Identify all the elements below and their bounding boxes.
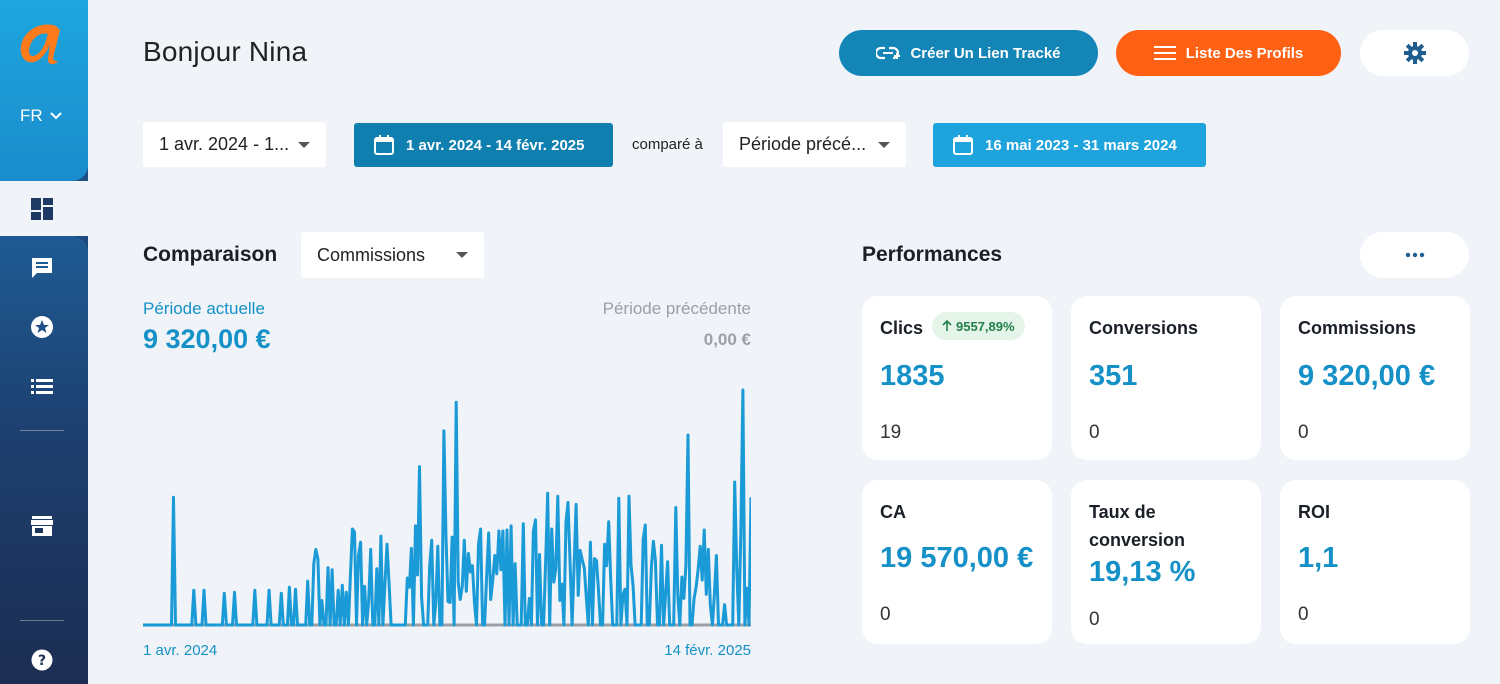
profiles-list-button[interactable]: Liste Des Profils bbox=[1116, 30, 1341, 76]
compare-period-select[interactable]: Période précé... bbox=[723, 122, 906, 167]
card-previous-value: 0 bbox=[880, 604, 891, 625]
caret-down-icon bbox=[878, 142, 890, 148]
sidebar-nav bbox=[0, 236, 88, 684]
card-previous-value: 0 bbox=[1089, 422, 1100, 443]
calendar-icon bbox=[374, 135, 394, 155]
chevron-down-icon bbox=[49, 112, 62, 120]
metric-select-value: Commissions bbox=[317, 244, 426, 265]
current-period-label: Période actuelle bbox=[143, 299, 265, 318]
x-axis-end-label: 14 févr. 2025 bbox=[664, 642, 751, 659]
compare-label: comparé à bbox=[632, 136, 703, 153]
card-previous-value: 0 bbox=[1089, 609, 1100, 630]
current-date-range-label: 1 avr. 2024 - 14 févr. 2025 bbox=[406, 136, 585, 154]
language-label: FR bbox=[20, 106, 43, 125]
comparison-line-chart bbox=[143, 388, 751, 627]
previous-period-label: Période précédente bbox=[602, 299, 751, 318]
caret-down-icon bbox=[456, 252, 468, 258]
gear-icon bbox=[1403, 42, 1426, 64]
card-value: 351 bbox=[1089, 360, 1138, 392]
card-title: Clics bbox=[880, 318, 924, 338]
caret-down-icon bbox=[298, 142, 310, 148]
metric-card-revenue: CA 19 570,00 € 0 bbox=[862, 480, 1052, 644]
period-select-value: 1 avr. 2024 - 1... bbox=[159, 134, 290, 154]
sidebar-divider bbox=[20, 430, 64, 431]
metric-card-clicks: Clics 9557,89% 1835 19 bbox=[862, 296, 1052, 460]
star-icon[interactable] bbox=[29, 314, 55, 340]
card-value: 1835 bbox=[880, 360, 945, 392]
menu-icon bbox=[1153, 46, 1176, 60]
card-title: ROI bbox=[1298, 502, 1331, 522]
language-selector[interactable]: FR bbox=[20, 106, 63, 126]
calendar-icon bbox=[953, 135, 973, 155]
growth-badge: 9557,89% bbox=[932, 312, 1025, 340]
metric-card-roi: ROI 1,1 0 bbox=[1280, 480, 1470, 644]
app-logo[interactable] bbox=[16, 20, 68, 68]
card-previous-value: 0 bbox=[1298, 604, 1309, 625]
more-horizontal-icon bbox=[1405, 252, 1424, 258]
current-date-range-button[interactable]: 1 avr. 2024 - 14 févr. 2025 bbox=[354, 123, 613, 167]
current-period-value: 9 320,00 € bbox=[143, 324, 271, 354]
x-axis-start-label: 1 avr. 2024 bbox=[143, 642, 218, 659]
card-previous-value: 0 bbox=[1298, 422, 1309, 443]
previous-date-range-button[interactable]: 16 mai 2023 - 31 mars 2024 bbox=[933, 123, 1206, 167]
sidebar: FR ? bbox=[0, 0, 88, 684]
card-value: 1,1 bbox=[1298, 542, 1339, 574]
previous-date-range-label: 16 mai 2023 - 31 mars 2024 bbox=[985, 136, 1177, 154]
growth-badge-value: 9557,89% bbox=[956, 318, 1015, 334]
dashboard-icon[interactable] bbox=[29, 196, 55, 222]
card-title: Conversions bbox=[1089, 318, 1199, 338]
list-icon[interactable] bbox=[29, 373, 55, 399]
card-title: Taux de conversion bbox=[1089, 502, 1186, 550]
metric-card-commissions: Commissions 9 320,00 € 0 bbox=[1280, 296, 1470, 460]
metric-card-conversion-rate: Taux de conversion 19,13 % 0 bbox=[1071, 480, 1261, 644]
card-value: 9 320,00 € bbox=[1298, 360, 1436, 392]
metric-select[interactable]: Commissions bbox=[301, 232, 484, 278]
svg-text:?: ? bbox=[38, 653, 46, 669]
period-select[interactable]: 1 avr. 2024 - 1... bbox=[143, 122, 326, 167]
card-title: Commissions bbox=[1298, 318, 1417, 338]
create-tracked-link-button[interactable]: Créer Un Lien Tracké bbox=[839, 30, 1098, 76]
card-title: CA bbox=[880, 502, 906, 522]
store-icon[interactable] bbox=[29, 513, 55, 539]
series-current-line bbox=[143, 388, 751, 627]
card-previous-value: 19 bbox=[880, 422, 902, 443]
sidebar-divider bbox=[20, 620, 64, 621]
profiles-list-label: Liste Des Profils bbox=[1185, 44, 1304, 62]
card-value: 19,13 % bbox=[1089, 556, 1196, 588]
link-plus-icon bbox=[876, 46, 901, 60]
previous-period-value: 0,00 € bbox=[703, 330, 751, 349]
help-icon[interactable]: ? bbox=[29, 647, 55, 673]
settings-button[interactable] bbox=[1360, 30, 1469, 76]
create-tracked-link-label: Créer Un Lien Tracké bbox=[910, 44, 1061, 62]
card-value: 19 570,00 € bbox=[880, 542, 1034, 574]
performances-title: Performances bbox=[862, 243, 1003, 266]
compare-period-select-value: Période précé... bbox=[739, 134, 867, 154]
more-options-button[interactable] bbox=[1360, 232, 1469, 278]
messages-icon[interactable] bbox=[29, 255, 55, 281]
comparison-title: Comparaison bbox=[143, 243, 278, 266]
metric-card-conversions: Conversions 351 0 bbox=[1071, 296, 1261, 460]
greeting-title: Bonjour Nina bbox=[143, 36, 308, 67]
arrow-up-icon bbox=[942, 320, 952, 331]
